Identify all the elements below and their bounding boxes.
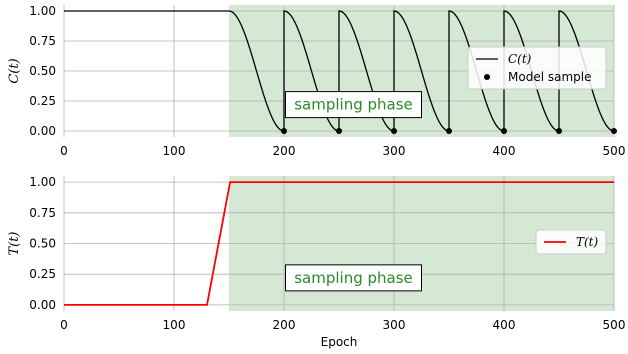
y-tick-label: 1.00 [29,4,56,18]
series-line [64,10,615,132]
x-tick-label: 500 [603,144,626,158]
model-sample-point [391,128,397,134]
legend-point-marker [484,74,490,80]
x-tick-label: 300 [383,318,406,332]
legend-label: Model sample [508,70,591,84]
x-tick-label: 400 [493,318,516,332]
x-tick-label: 200 [273,144,296,158]
model-sample-point [556,128,562,134]
x-tick-label: 300 [383,144,406,158]
legend-box [467,46,607,90]
series-line [64,181,614,306]
bottom-panel: 0 100 200 300 400 500 0.00 0.25 0.50 0.75 1.00 T(t)… [7,175,625,349]
model-sample-point [446,128,452,134]
x-tick-label: 500 [603,318,626,332]
y-tick-label: 0.75 [29,34,56,48]
y-tick-label: 0.50 [29,64,56,78]
y-tick-label: 0.00 [29,298,56,312]
y-tick-label: 0.25 [29,267,56,281]
x-tick-label: 200 [273,318,296,332]
model-sample-point [611,128,617,134]
model-sample-point [336,128,342,134]
y-tick-label: 0.25 [29,94,56,108]
x-tick-label: 400 [493,144,516,158]
legend-label: C(t) [508,52,532,66]
x-tick-label: 100 [163,318,186,332]
y-axis-label: C(t) [7,58,22,83]
y-tick-label: 0.00 [29,124,56,138]
annotation-box [285,264,422,292]
legend-label: T(t) [576,235,599,249]
model-sample-point [281,128,287,134]
annotation-box [285,91,422,119]
x-axis-label: Epoch [321,335,358,349]
annotation-text: sampling phase [294,269,413,287]
x-tick-label: 0 [60,144,68,158]
y-tick-label: 0.75 [29,206,56,220]
annotation-text: sampling phase [294,96,413,114]
top-panel: 0 100 200 300 400 500 0.00 0.25 0.50 0.75 1.00 C(t)… [7,4,625,158]
x-tick-label: 100 [163,144,186,158]
y-axis-label: T(t) [7,231,22,255]
x-tick-label: 0 [60,318,68,332]
y-tick-label: 1.00 [29,175,56,189]
legend-box [535,229,607,255]
y-tick-label: 0.50 [29,237,56,251]
model-sample-point [501,128,507,134]
